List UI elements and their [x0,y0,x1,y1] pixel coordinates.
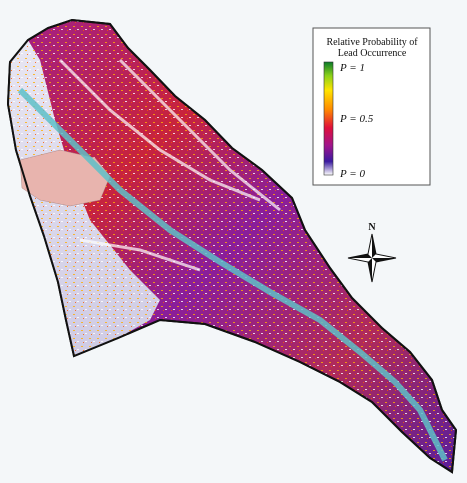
legend-title: Relative Probability of [326,37,418,48]
compass: N [348,222,396,282]
legend: Relative Probability of Lead Occurrence … [313,28,430,185]
compass-label: N [368,222,376,233]
map: Relative Probability of Lead Occurrence … [0,0,467,483]
color-scale [324,62,333,175]
legend-label: P = 1 [339,62,365,74]
legend-label: P = 0.5 [339,113,374,125]
legend-title: Lead Occurrence [338,48,407,59]
page: {"legend": {"title_lines": ["Relative Pr… [0,0,467,483]
legend-label: P = 0 [339,168,365,180]
